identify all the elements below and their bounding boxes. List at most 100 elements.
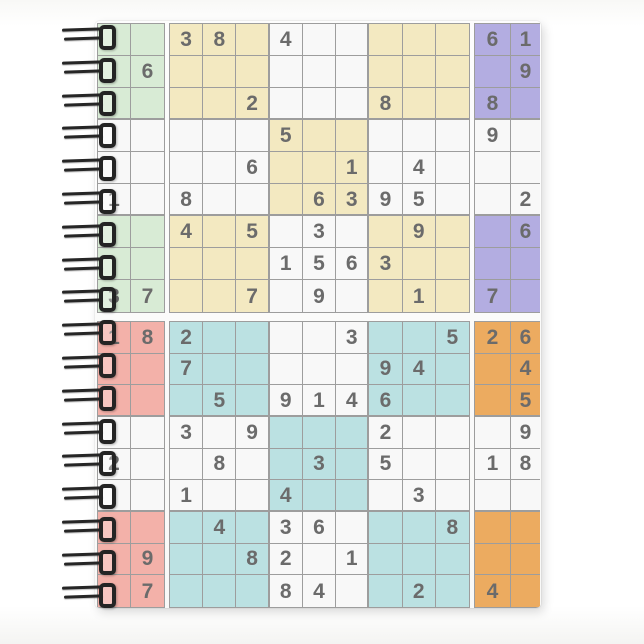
sudoku-cell [302,322,337,354]
sudoku-cell [203,152,237,184]
sudoku-cell [170,385,204,417]
sudoku-cell: 9 [402,216,436,248]
sudoku-cell [170,543,204,576]
sudoku-cell [236,184,270,216]
sudoku-cell [369,216,403,248]
sudoku-cell [511,280,540,312]
sudoku-cell [98,543,131,576]
sudoku-cell [511,120,540,152]
sudoku-cell: 3 [269,511,303,544]
sudoku-cell: 7 [475,280,511,312]
sudoku-cell [203,280,237,312]
sudoku-cell [475,216,511,248]
sudoku-cell [269,353,303,386]
sudoku-cell: 7 [131,280,164,312]
sudoku-cell [435,88,469,120]
sudoku-cell [435,416,469,449]
sudoku-cell [336,120,370,152]
sudoku-cell: 3 [369,248,403,280]
sudoku-cell: 3 [302,448,337,481]
sudoku-cell: 3 [336,184,370,216]
sudoku-cell [269,448,303,481]
sudoku-cell [369,511,403,544]
sudoku-cell [435,280,469,312]
sudoku-cell: 2 [402,575,436,607]
sudoku-cell [475,480,511,512]
sudoku-cell [402,322,436,354]
sudoku-cell [435,24,469,56]
sudoku-cell: 8 [236,543,270,576]
sudoku-cell [435,152,469,184]
sudoku-cell: 1 [98,184,131,216]
sudoku-cell [170,120,204,152]
sudoku-cell: 2 [511,184,540,216]
sudoku-cell [236,480,270,512]
sudoku-cell [511,543,540,576]
sudoku-cell: 7 [131,575,164,607]
sudoku-cell [475,543,511,576]
sudoku-cell: 6 [511,216,540,248]
sudoku-cell: 4 [475,575,511,607]
sudoku-cell: 1 [98,322,131,354]
sudoku-cell: 1 [475,448,511,481]
sudoku-cell [369,280,403,312]
sudoku-cell: 9 [511,56,540,88]
sudoku-cell [302,88,337,120]
sudoku-cell: 8 [475,88,511,120]
sudoku-cell: 5 [369,448,403,481]
sudoku-cell [98,416,131,449]
sudoku-cell: 4 [402,353,436,386]
sudoku-cell [269,280,303,312]
sudoku-cell [369,56,403,88]
sudoku-cell [98,88,131,120]
sudoku-cell: 2 [369,416,403,449]
sudoku-cell: 5 [302,248,337,280]
sudoku-cell [302,152,337,184]
sudoku-cell: 5 [402,184,436,216]
sudoku-cell [236,575,270,607]
sudoku-cell: 4 [170,216,204,248]
sudoku-cell: 2 [236,88,270,120]
sudoku-cell: 8 [203,448,237,481]
sudoku-cell [511,248,540,280]
sudoku-cell: 3 [170,24,204,56]
sudoku-cell [269,184,303,216]
sudoku-cell [369,120,403,152]
sudoku-cell [236,353,270,386]
sudoku-cell: 1 [402,280,436,312]
sudoku-cell [435,56,469,88]
sudoku-cell [203,248,237,280]
sudoku-cell [236,385,270,417]
sudoku-cell: 1 [336,152,370,184]
sudoku-cell [302,56,337,88]
sudoku-cell [203,543,237,576]
sudoku-cell: 9 [302,280,337,312]
sudoku-cell [98,24,131,56]
sudoku-cell: 8 [269,575,303,607]
sudoku-cell [98,353,131,386]
sudoku-cell: 2 [98,448,131,481]
sudoku-cell [203,480,237,512]
sudoku-cell [170,248,204,280]
sudoku-cell [203,575,237,607]
sudoku-cell [402,120,436,152]
sudoku-cell [369,480,403,512]
sudoku-cell [336,575,370,607]
sudoku-cell [131,511,164,544]
sudoku-cell [302,480,337,512]
sudoku-cell: 4 [203,511,237,544]
sudoku-cell [475,184,511,216]
sudoku-cell [302,416,337,449]
sudoku-cell [402,511,436,544]
sudoku-cell [236,120,270,152]
sudoku-cell: 4 [402,152,436,184]
sudoku-cell [203,184,237,216]
sudoku-cell: 3 [336,322,370,354]
sudoku-cell [336,448,370,481]
sudoku-cell: 3 [302,216,337,248]
sudoku-cell [236,248,270,280]
